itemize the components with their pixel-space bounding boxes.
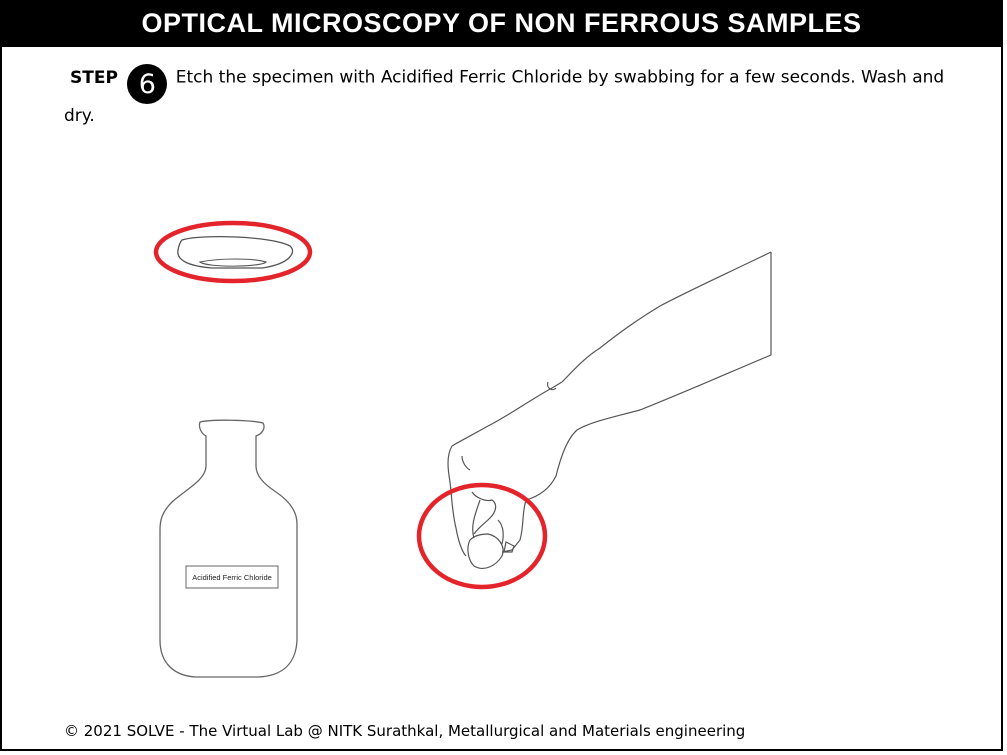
copyright-footer: © 2021 SOLVE - The Virtual Lab @ NITK Su…: [64, 722, 746, 740]
page-title: OPTICAL MICROSCOPY OF NON FERROUS SAMPLE…: [0, 0, 1003, 47]
step-number-badge: 6: [127, 64, 168, 104]
specimen-dish-icon[interactable]: [177, 235, 294, 269]
dish-highlight-ring: [153, 220, 313, 284]
step-instruction: STEP 6 Etch the specimen with Acidified …: [64, 64, 974, 129]
step-label: STEP: [70, 67, 118, 88]
bottle-label-text: Acidified Ferric Chloride: [192, 573, 272, 582]
step-text: Etch the specimen with Acidified Ferric …: [64, 67, 945, 127]
reagent-bottle-icon[interactable]: [159, 419, 298, 678]
swab-highlight-ring: [416, 482, 548, 590]
hand-with-cotton-swab-icon[interactable]: [447, 251, 772, 569]
bottle-label-box: [185, 565, 279, 589]
